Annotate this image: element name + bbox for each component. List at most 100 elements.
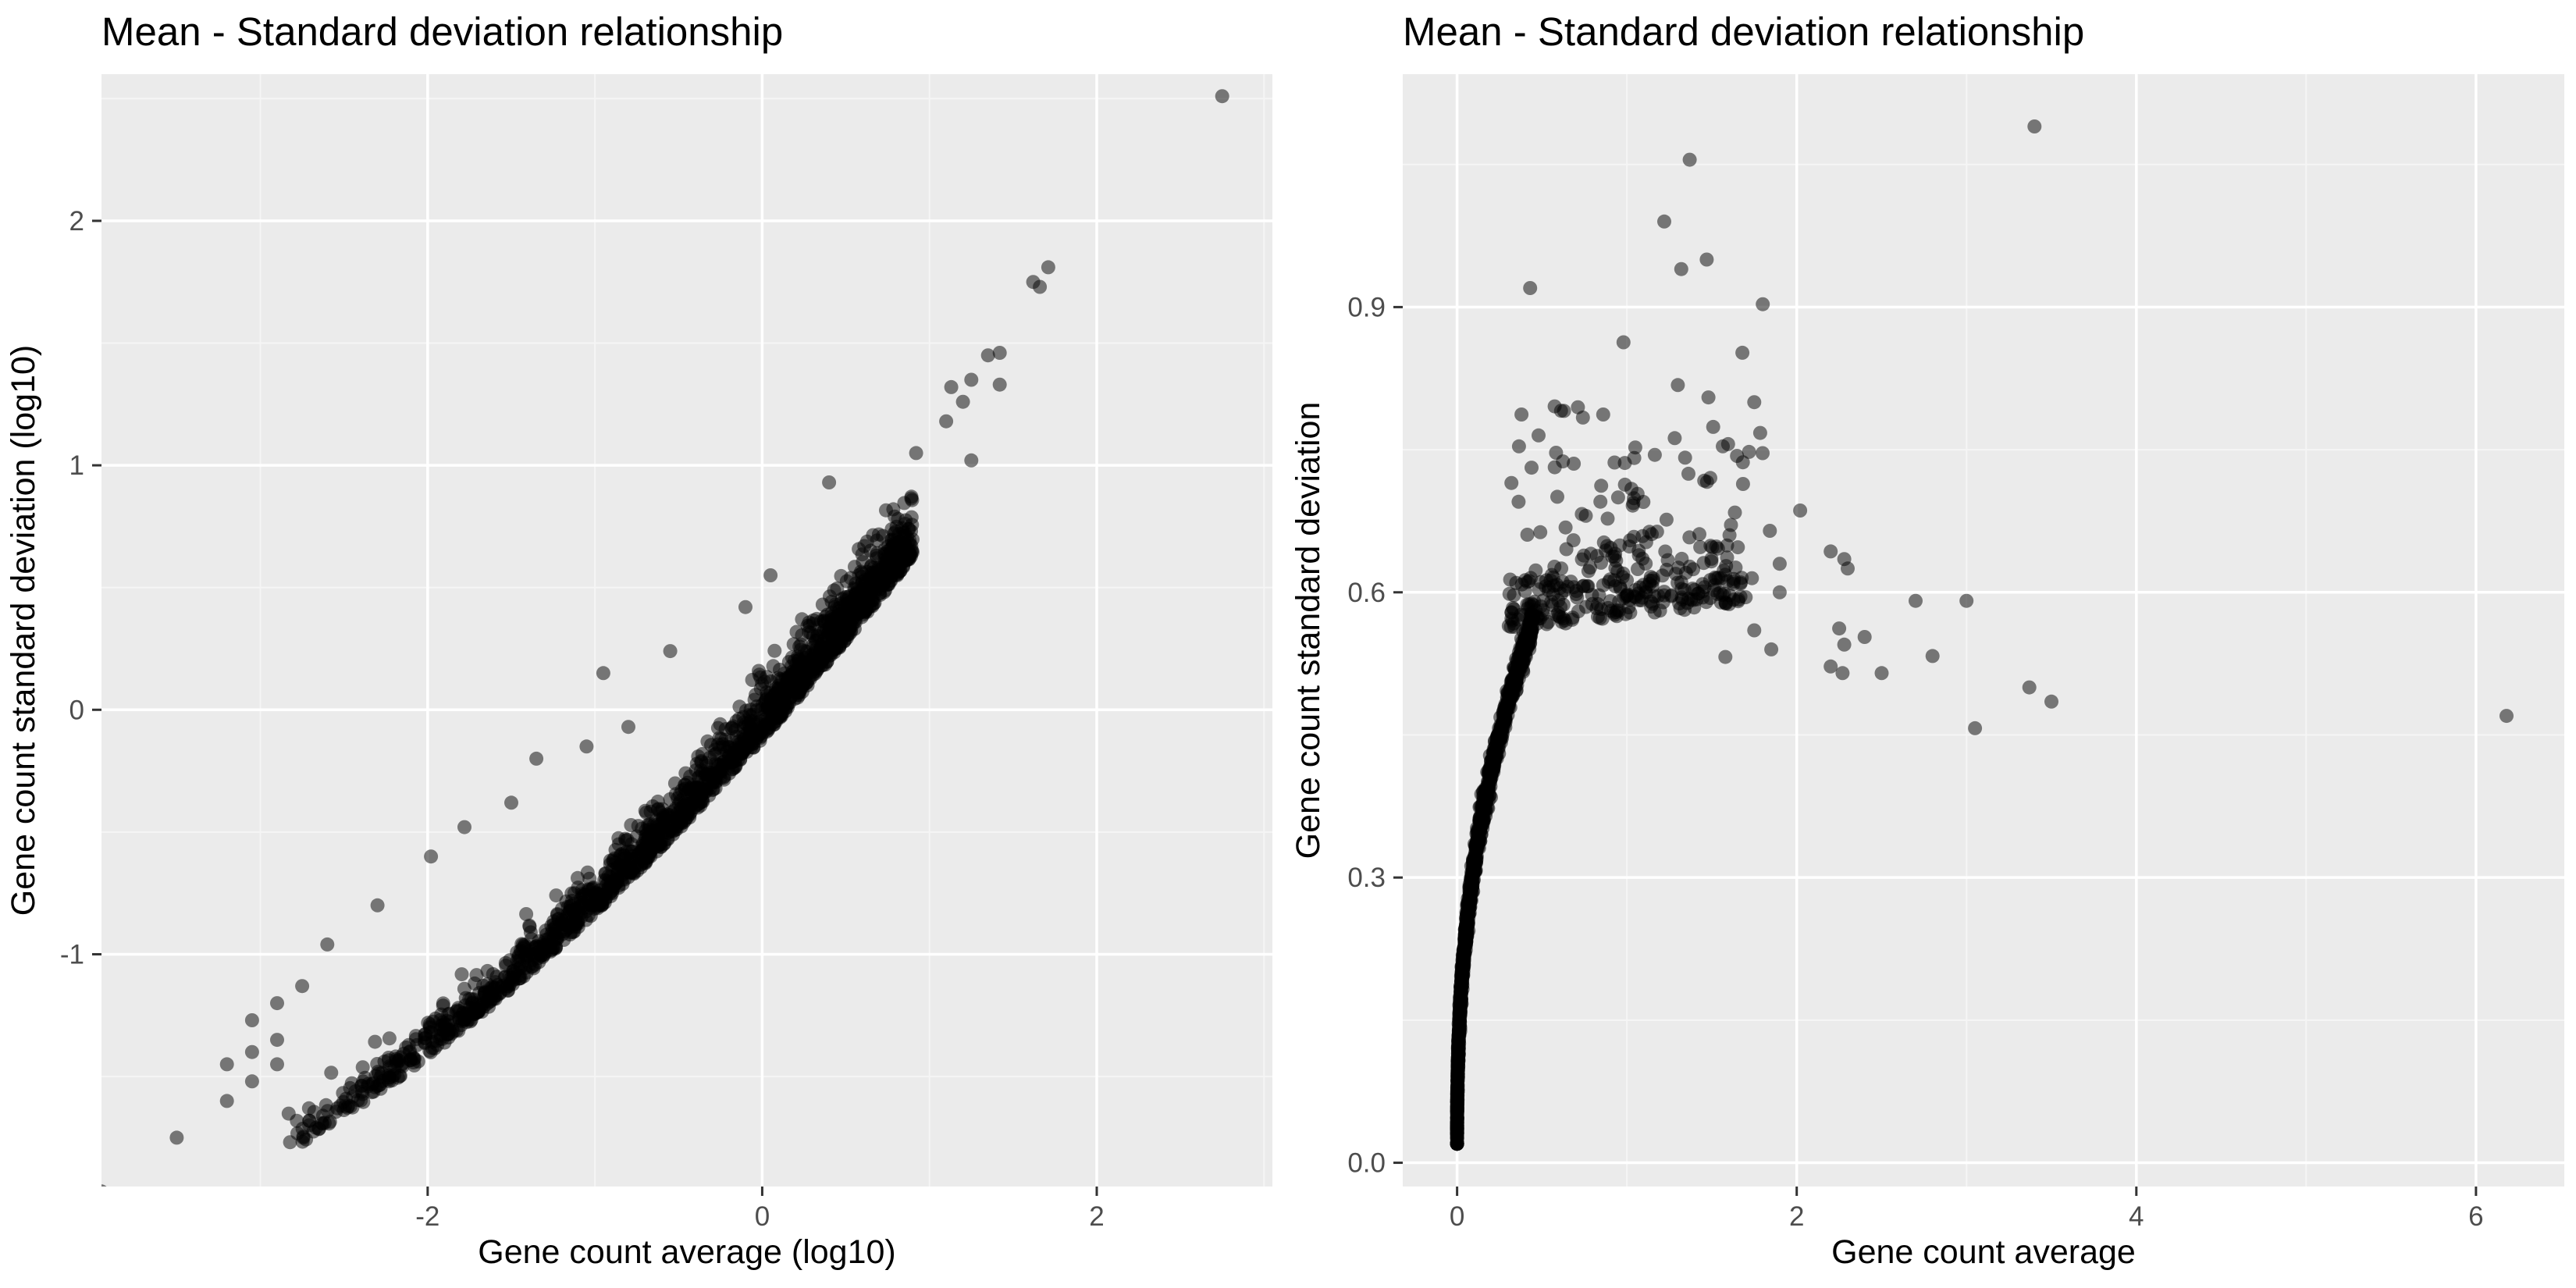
data-point <box>909 446 923 461</box>
data-point <box>1556 611 1571 626</box>
data-point <box>980 348 995 363</box>
data-point <box>1546 578 1561 593</box>
data-point <box>747 724 762 738</box>
data-point <box>1747 395 1762 410</box>
data-point <box>348 1084 363 1098</box>
x-tick-label: -2 <box>415 1201 439 1232</box>
data-point <box>642 823 656 837</box>
data-point <box>1968 720 1983 735</box>
data-point <box>424 849 439 864</box>
data-point <box>1703 573 1717 588</box>
data-point <box>888 509 902 524</box>
data-point <box>606 854 621 869</box>
data-point <box>1686 562 1701 577</box>
data-point <box>449 1004 464 1019</box>
data-point <box>1772 557 1787 571</box>
points-layer <box>1450 119 2514 1151</box>
data-point <box>597 873 612 888</box>
data-point <box>407 1058 422 1073</box>
plot-background <box>101 74 1272 1187</box>
data-point <box>888 564 903 579</box>
data-point <box>771 681 786 696</box>
data-point <box>905 493 920 507</box>
data-point <box>1627 529 1642 544</box>
data-point <box>270 1033 284 1048</box>
data-point <box>1454 993 1468 1008</box>
data-point <box>1458 928 1472 943</box>
y-tick-label: 0.9 <box>1347 292 1386 322</box>
data-point <box>832 624 847 639</box>
y-tick-label: 0 <box>69 695 84 725</box>
data-point <box>1756 297 1770 311</box>
data-point <box>939 414 954 429</box>
data-point <box>551 912 566 927</box>
data-point <box>377 1054 392 1069</box>
data-point <box>1621 600 1636 614</box>
data-point <box>1692 527 1706 542</box>
data-point <box>1649 525 1664 539</box>
x-axis-title: Gene count average <box>1831 1233 2136 1271</box>
data-point <box>506 963 521 978</box>
data-point <box>1701 390 1716 405</box>
data-point <box>451 1023 466 1038</box>
data-point <box>1461 897 1476 911</box>
data-point <box>1577 548 1591 563</box>
data-point <box>1607 455 1622 470</box>
data-point <box>1636 495 1651 509</box>
data-point <box>1823 544 1838 559</box>
data-point <box>1752 425 1767 440</box>
data-point <box>1496 706 1510 720</box>
data-point <box>1450 1080 1464 1095</box>
data-point <box>1857 630 1872 644</box>
data-point <box>1485 752 1500 767</box>
data-point <box>504 795 518 810</box>
data-point <box>856 582 870 596</box>
data-point <box>457 820 471 834</box>
data-point <box>651 802 666 817</box>
data-point <box>577 888 592 902</box>
data-point <box>1451 1041 1466 1056</box>
data-point <box>1628 440 1642 455</box>
data-point <box>1735 477 1750 491</box>
data-point <box>270 996 284 1011</box>
data-point <box>1625 498 1640 513</box>
data-point <box>1513 648 1528 663</box>
data-point <box>800 618 815 633</box>
data-point <box>469 996 484 1011</box>
data-point <box>169 1130 184 1145</box>
data-point <box>1672 596 1687 610</box>
data-point <box>831 639 846 653</box>
y-tick-label: 2 <box>69 206 84 237</box>
data-point <box>436 996 450 1011</box>
data-point <box>1450 1101 1464 1116</box>
data-point <box>1514 407 1529 422</box>
data-point <box>515 938 530 952</box>
data-point <box>101 1184 107 1187</box>
plot-background <box>1403 74 2564 1187</box>
data-point <box>964 372 979 387</box>
data-point <box>1567 457 1582 471</box>
data-point <box>2022 680 2037 695</box>
data-point <box>1558 520 1573 535</box>
data-point <box>370 898 385 913</box>
data-point <box>1699 475 1714 489</box>
data-point <box>695 747 710 761</box>
data-point <box>1823 659 1838 674</box>
data-point <box>621 720 635 735</box>
data-point <box>964 453 979 468</box>
data-point <box>519 907 534 921</box>
data-point <box>422 1044 437 1059</box>
data-point <box>1547 560 1562 574</box>
data-point <box>780 672 795 687</box>
data-point <box>410 1037 424 1052</box>
data-point <box>678 766 693 781</box>
data-point <box>1609 553 1624 568</box>
data-point <box>752 667 767 682</box>
data-point <box>423 1020 437 1035</box>
data-point <box>1627 450 1642 465</box>
data-point <box>813 654 828 669</box>
chart-panel-2: 0 2 4 6 0.0 0.3 0.6 0.9 Mean - Standard deviatio… <box>1290 9 2564 1271</box>
data-point <box>1667 431 1682 446</box>
data-point <box>341 1098 356 1113</box>
data-point <box>596 666 610 681</box>
